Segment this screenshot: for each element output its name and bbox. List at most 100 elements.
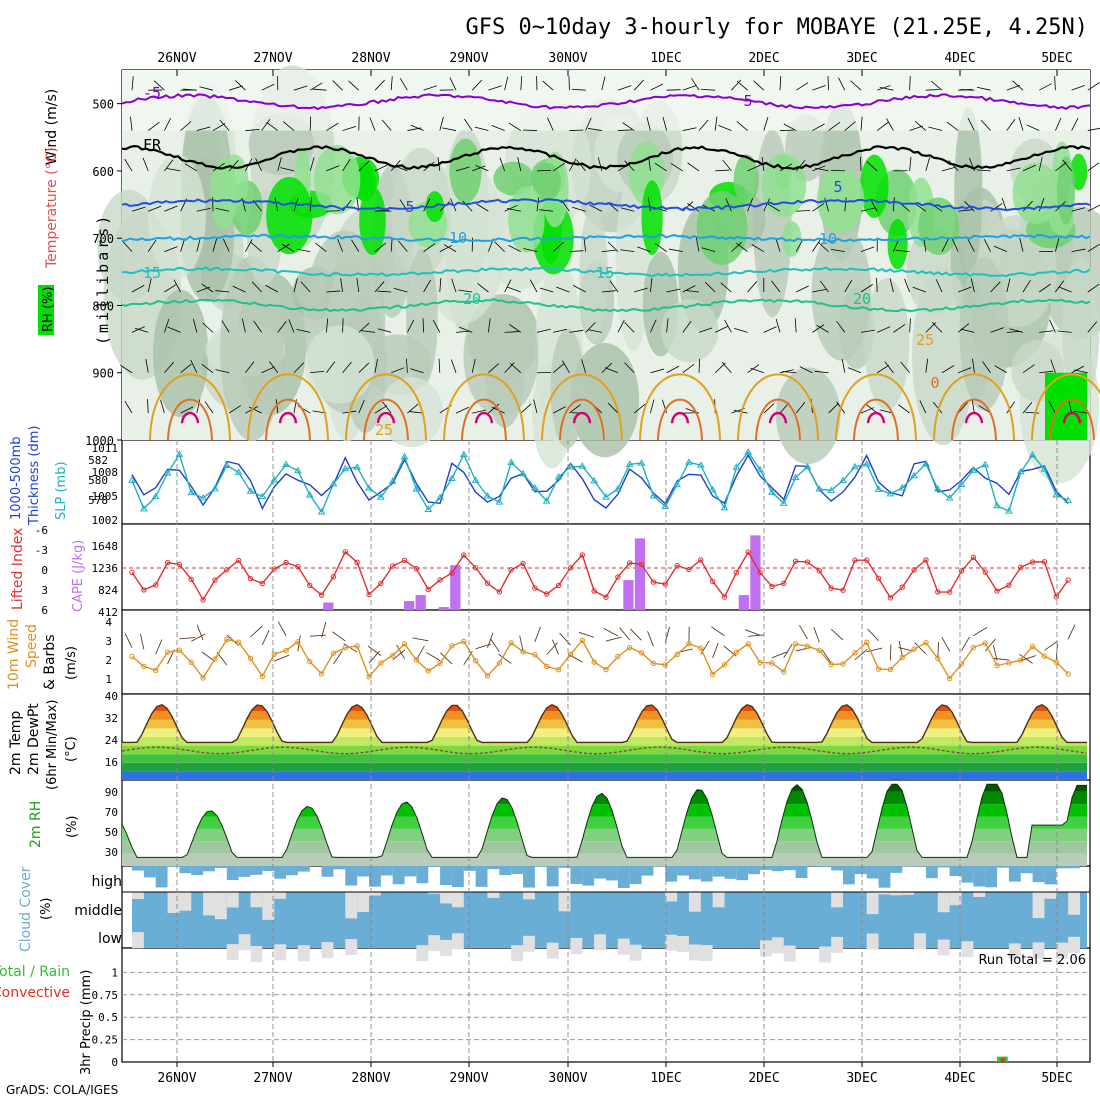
cloud-gap: [416, 945, 429, 962]
marker: [354, 643, 360, 649]
wind-barb: [734, 327, 748, 333]
wind-barb: [374, 358, 378, 373]
cloud-high-bar: [582, 866, 595, 886]
wind-barb: [646, 116, 651, 131]
rh-top-clear: [122, 70, 1090, 131]
marker: [388, 477, 397, 484]
isotherm-30: [755, 398, 801, 441]
cloud-gap: [665, 892, 678, 902]
marker: [709, 578, 716, 584]
marker: [1041, 559, 1048, 565]
wind-barb: [153, 80, 165, 91]
pressure-tick-label: 800: [92, 299, 114, 313]
marker: [400, 452, 409, 460]
wind-barb: [662, 116, 667, 131]
wind-barb: [312, 88, 327, 91]
wind-barb: [131, 76, 134, 91]
wind-barb: [838, 77, 846, 91]
cloud-high-bar: [463, 866, 476, 871]
marker: [200, 597, 206, 603]
wind-barb: [736, 242, 748, 252]
wind-barb: [196, 237, 201, 252]
wind-barb: [893, 197, 895, 212]
wind-barb: [1039, 370, 1054, 374]
marker: [401, 557, 408, 564]
cloud-gap: [890, 892, 903, 896]
marker: [1041, 653, 1048, 659]
bottom-date-3DEC: 3DEC: [846, 1071, 877, 1086]
marker: [886, 489, 895, 497]
marker: [259, 580, 266, 587]
wind-barb: [931, 80, 943, 91]
cloud-high-bar: [226, 866, 239, 881]
wind-barb: [1087, 243, 1100, 252]
cloud-high-bar: [511, 866, 524, 875]
marker: [295, 563, 301, 570]
marker: [970, 644, 977, 651]
wind-barb: [266, 121, 279, 131]
wind-barb: [980, 119, 991, 131]
rh-moist-shade: [860, 154, 889, 219]
wind-barb: [569, 329, 584, 333]
cloud-high-bar: [760, 866, 772, 870]
wind-barb: [409, 411, 424, 414]
wind-barb: [293, 278, 298, 293]
wind-barb: [990, 327, 1004, 333]
wind-barb: [866, 647, 883, 653]
cloud-high-bar: [523, 866, 535, 888]
marker: [283, 647, 289, 654]
cloud-high-bar: [392, 866, 405, 885]
wind-barb: [909, 125, 923, 131]
cloud-high-bar: [1032, 866, 1045, 883]
cloud-high: high: [91, 874, 122, 890]
wind-tick-label: 4: [105, 616, 112, 629]
cloud-high-bar: [499, 866, 512, 876]
wind-barb: [750, 367, 764, 374]
marker: [803, 462, 812, 470]
cloud-gap: [226, 892, 239, 908]
wind-barb: [830, 628, 844, 641]
wind-barb: [685, 289, 700, 293]
wind-barb: [553, 328, 567, 333]
rh-shade: [485, 329, 525, 428]
wind-barb: [715, 325, 728, 333]
marker: [449, 570, 455, 576]
wind-barb: [973, 627, 988, 637]
wind-barb: [377, 210, 392, 212]
cape-bar: [450, 565, 461, 610]
wind-barb: [898, 404, 910, 414]
marker: [436, 493, 444, 501]
isotherm-30: [657, 398, 703, 441]
wind-barb: [720, 282, 732, 293]
wind-barb: [166, 168, 181, 172]
cloud-label: Cloud Cover: [18, 866, 34, 952]
rh-shade: [148, 154, 206, 279]
wind-barb: [814, 370, 829, 374]
wind-barb: [463, 118, 473, 131]
wind-barb: [1022, 200, 1033, 212]
wind-barb: [796, 285, 809, 293]
precip-tick-label: 0.5: [98, 1011, 118, 1024]
marker: [151, 492, 160, 500]
marker: [661, 502, 670, 509]
marker: [898, 483, 907, 491]
cloud-gap: [937, 892, 950, 913]
bottom-date-29NOV: 29NOV: [449, 1071, 488, 1086]
wind-barb: [122, 240, 133, 252]
wind-barb: [1025, 411, 1040, 414]
wind-barb: [585, 117, 592, 131]
precip-tick-label: 0.25: [92, 1034, 119, 1047]
marker: [555, 666, 562, 673]
wind-barb: [534, 626, 541, 642]
thickness-label-b: Thickness (dm): [27, 426, 42, 526]
wind-barb: [228, 405, 242, 414]
wind-barb: [813, 627, 820, 643]
wind-barb: [1087, 127, 1100, 131]
wind-barb: [1071, 248, 1086, 253]
contour-label: 10: [449, 229, 467, 247]
cloud-high-bar: [297, 866, 310, 872]
marker: [247, 655, 254, 662]
cloud-gap: [345, 892, 358, 919]
marker: [602, 493, 610, 500]
wind-barb: [488, 318, 491, 333]
